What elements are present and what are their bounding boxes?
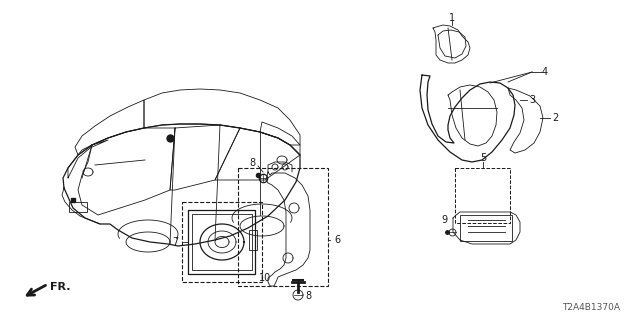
Bar bbox=[249, 230, 257, 250]
Bar bbox=[455, 168, 510, 223]
Text: 2: 2 bbox=[552, 113, 558, 123]
Text: 5: 5 bbox=[480, 153, 486, 163]
Text: 7: 7 bbox=[172, 237, 178, 247]
Text: 8: 8 bbox=[249, 158, 255, 168]
Text: 8: 8 bbox=[305, 291, 311, 301]
Text: 10: 10 bbox=[259, 273, 271, 283]
Bar bbox=[182, 202, 262, 282]
Text: 9: 9 bbox=[441, 215, 447, 225]
Text: 1: 1 bbox=[449, 13, 455, 23]
Text: FR.: FR. bbox=[50, 282, 70, 292]
Text: T2A4B1370A: T2A4B1370A bbox=[562, 303, 620, 312]
Bar bbox=[238, 168, 328, 286]
Bar bbox=[192, 214, 252, 270]
Text: 6: 6 bbox=[334, 235, 340, 245]
Bar bbox=[69, 202, 87, 212]
Text: 4: 4 bbox=[542, 67, 548, 77]
Bar bbox=[460, 215, 512, 241]
Text: 3: 3 bbox=[529, 95, 535, 105]
